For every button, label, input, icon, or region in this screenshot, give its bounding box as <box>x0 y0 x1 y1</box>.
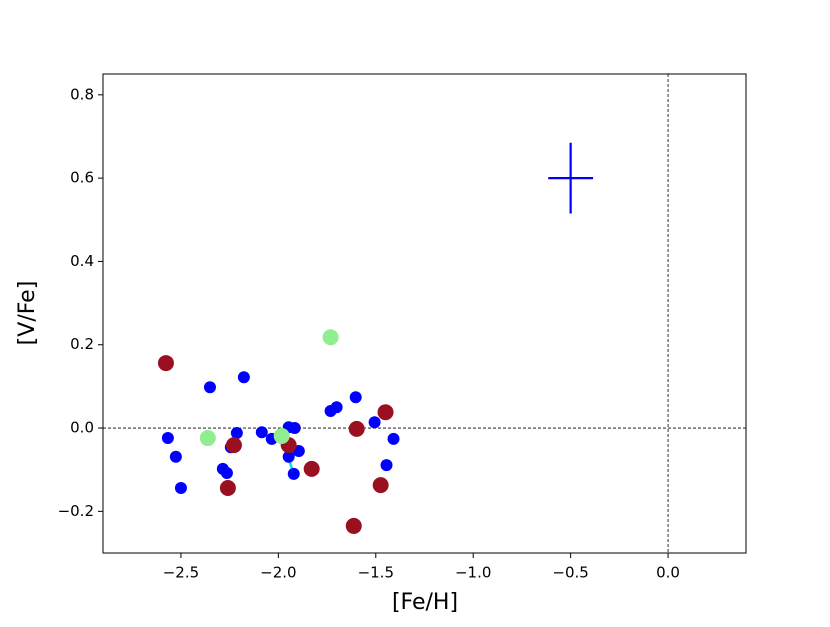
x-tick-label: 0.0 <box>656 564 680 582</box>
y-tick-label: 0.4 <box>70 252 94 270</box>
data-point <box>387 432 400 445</box>
data-point <box>345 517 362 534</box>
data-point <box>169 450 182 463</box>
data-point <box>377 404 394 421</box>
data-point <box>349 391 362 404</box>
x-tick-label: −1.0 <box>455 564 491 582</box>
y-tick-label: 0.8 <box>70 85 94 103</box>
data-point <box>174 482 187 495</box>
x-tick-label: −2.0 <box>260 564 296 582</box>
data-point <box>380 459 393 472</box>
x-tick-label: −0.5 <box>552 564 588 582</box>
plot-frame <box>102 73 747 554</box>
data-point <box>219 480 236 497</box>
x-axis-label: [Fe/H] <box>392 590 458 615</box>
data-point <box>255 426 268 439</box>
data-point <box>372 477 389 494</box>
data-point <box>220 467 233 480</box>
data-point <box>161 432 174 445</box>
data-point <box>203 381 216 394</box>
y-tick-label: 0.0 <box>70 419 94 437</box>
y-tick-label: −0.2 <box>58 502 94 520</box>
data-point <box>348 420 365 437</box>
y-tick-label: 0.2 <box>70 335 94 353</box>
data-point <box>330 401 343 414</box>
data-point <box>287 467 300 480</box>
x-tick-label: −2.5 <box>163 564 199 582</box>
data-point <box>237 371 250 384</box>
data-point <box>225 437 242 454</box>
y-tick-label: 0.6 <box>70 169 94 187</box>
data-point <box>273 427 290 444</box>
data-point <box>199 430 216 447</box>
data-point <box>157 355 174 372</box>
data-point <box>303 460 320 477</box>
data-point <box>230 427 243 440</box>
connector-line <box>224 456 295 477</box>
y-axis-label: [V/Fe] <box>15 281 40 346</box>
data-point <box>322 329 339 346</box>
x-tick-label: −1.5 <box>358 564 394 582</box>
data-point <box>288 422 301 435</box>
data-point <box>368 416 381 429</box>
data-point <box>282 450 295 463</box>
